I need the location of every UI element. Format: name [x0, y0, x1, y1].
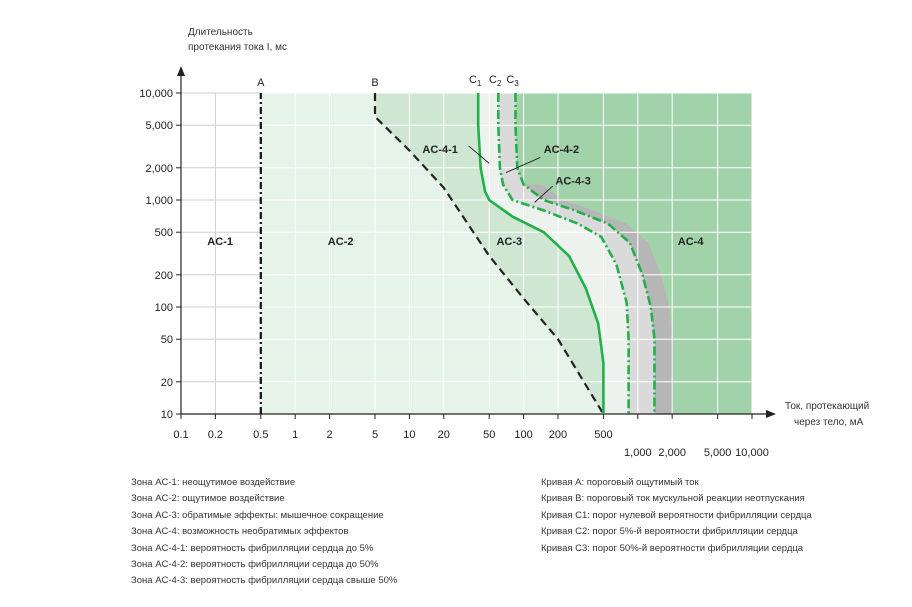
x-tick-label: 2: [327, 429, 333, 441]
zone-legend: Зона AC-1: неощутимое воздействие Зона A…: [131, 475, 397, 590]
x-tick-label-lower: 10,000: [735, 447, 769, 459]
y-tick-label: 50: [161, 334, 173, 346]
x-tick-label: 20: [438, 429, 450, 441]
x-tick-label: 50: [483, 429, 495, 441]
x-axis-label-line2: через тело, мА: [794, 417, 864, 428]
y-tick-label: 20: [161, 377, 173, 389]
ac4-2-leader: [505, 157, 541, 174]
x-axis-arrow: [766, 410, 776, 418]
legend-zone-ac42: Зона AC-4-2: вероятность фибрилляции сер…: [131, 559, 379, 571]
ac4-1-leader: [468, 145, 490, 164]
y-tick-label: 200: [155, 270, 173, 282]
curve-c3-label: C3: [506, 74, 519, 88]
x-tick-label: 500: [594, 429, 612, 441]
zone-ac4-1-label: AC-4-1: [422, 144, 457, 156]
curve-c1: [476, 93, 605, 414]
legend-curve-b: Кривая B: пороговый ток мускульной реакц…: [541, 493, 805, 505]
x-tick-label: 0.2: [208, 429, 223, 441]
legend-zone-ac1: Зона AC-1: неощутимое воздействие: [131, 477, 296, 488]
ac4-3-leader: [534, 185, 554, 203]
x-tick-label: 5: [372, 429, 378, 441]
zone-ac3-label: AC-3: [496, 236, 522, 248]
zone-ac4-3: [523, 184, 673, 414]
legend-zone-ac4: Зона AC-4: возможность необратимых эффек…: [131, 526, 349, 538]
curve-b: [373, 93, 605, 415]
y-tick-label: 10,000: [139, 88, 173, 100]
curve-c1-label: C1: [469, 74, 482, 88]
legend-zone-ac3: Зона AC-3: обратимые эффекты: мышечное с…: [131, 509, 384, 521]
legend-curve-c1: Кривая C1: порог нулевой вероятности фиб…: [541, 509, 812, 521]
legend-curve-c2: Кривая C2: порог 5%-й вероятности фибрил…: [541, 526, 798, 538]
x-tick-label-lower: 1,000: [624, 447, 652, 459]
legend-zone-ac41: Зона AC-4-1: вероятность фибрилляции сер…: [131, 542, 374, 554]
x-tick-label-lower: 2,000: [658, 447, 686, 459]
curve-legend: Кривая A: пороговый ощутимый ток Кривая …: [541, 475, 812, 557]
zone-ac4-3-label: AC-4-3: [555, 175, 590, 187]
y-axis-arrow: [177, 66, 185, 76]
zone-ac4-label: AC-4: [678, 236, 705, 248]
x-tick-label: 0.1: [173, 429, 188, 441]
y-axis-label-line1: Длительность: [188, 27, 253, 38]
x-tick-label: 100: [514, 429, 532, 441]
x-tick-label: 0.5: [253, 429, 268, 441]
curve-c2-label: C2: [489, 74, 502, 88]
zone-ac1-label: AC-1: [207, 236, 233, 248]
x-tick-label-lower: 5,000: [704, 447, 732, 459]
x-tick-label: 10: [403, 429, 415, 441]
legend-curve-c3: Кривая C3: порог 50%-й вероятности фибри…: [541, 542, 804, 554]
zone-ac2-label: AC-2: [328, 236, 354, 248]
x-tick-label: 200: [549, 429, 567, 441]
y-tick-label: 500: [155, 227, 173, 239]
curve-b-label: B: [371, 77, 378, 89]
curve-a-label: A: [257, 77, 265, 89]
x-tick-label: 1: [292, 429, 298, 441]
zone-ac4-2-label: AC-4-2: [544, 144, 579, 156]
y-tick-label: 1,000: [145, 195, 173, 207]
legend-zone-ac2: Зона AC-2: ощутимое воздействие: [131, 493, 285, 505]
y-axis-label-line2: протекания тока I, мс: [188, 42, 287, 53]
legend-curve-a: Кривая A: пороговый ощутимый ток: [541, 477, 699, 488]
x-axis-label-line1: Ток, протекающий: [785, 401, 870, 412]
y-tick-label: 10: [161, 409, 173, 421]
y-tick-label: 100: [155, 302, 173, 314]
y-tick-label: 5,000: [145, 120, 173, 132]
legend-zone-ac43: Зона AC-4-3: вероятность фибрилляции сер…: [131, 575, 398, 587]
curve-c2: [497, 93, 630, 414]
y-tick-label: 2,000: [145, 163, 173, 175]
